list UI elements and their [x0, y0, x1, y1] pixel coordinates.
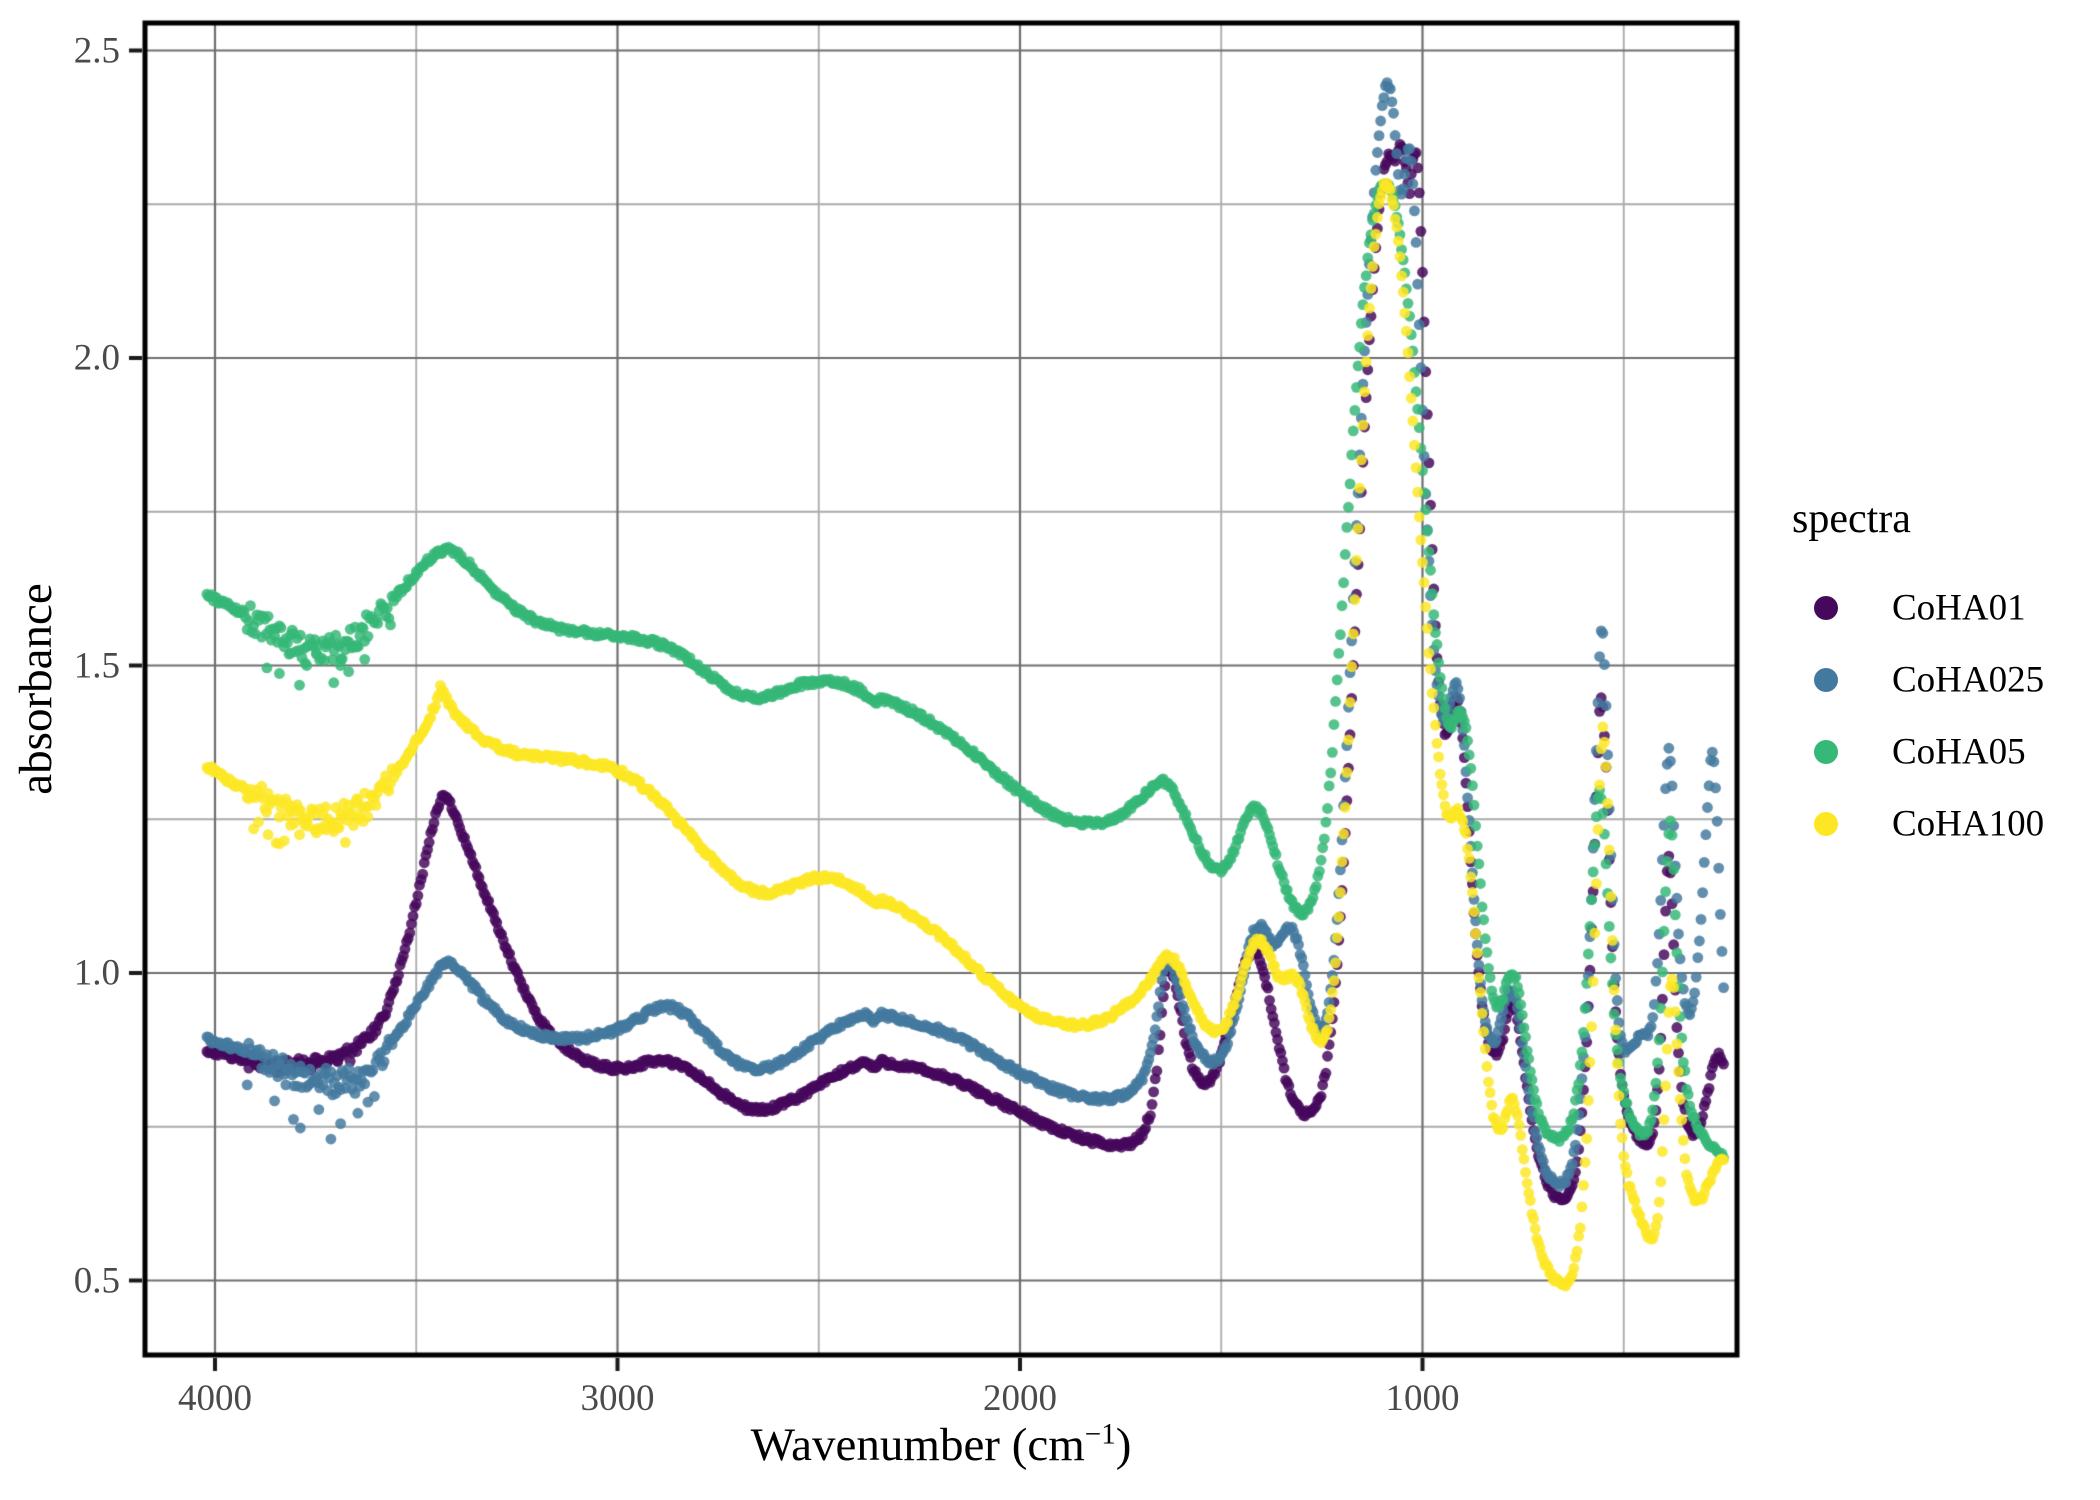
- y-axis-title: absorbance: [10, 583, 62, 795]
- x-tick-label: 1000: [1385, 1378, 1460, 1419]
- x-axis-title: Wavenumber (cm−1): [751, 1418, 1132, 1472]
- y-tick-label: 2.0: [73, 337, 120, 379]
- x-axis-title-superscript: −1: [1084, 1418, 1116, 1451]
- legend-label: CoHA100: [1892, 803, 2045, 845]
- y-tick-label: 1.0: [73, 952, 120, 994]
- legend-item-coha100: CoHA100: [1792, 804, 2092, 844]
- x-tick-label: 3000: [580, 1378, 655, 1419]
- legend: spectra CoHA01 CoHA025 CoHA05 CoHA100: [1792, 496, 2092, 843]
- legend-item-coha025: CoHA025: [1792, 660, 2092, 700]
- legend-point-icon: [1814, 596, 1838, 620]
- y-tick-label: 0.5: [73, 1260, 120, 1301]
- x-axis-title-suffix: ): [1115, 1419, 1132, 1471]
- x-tick-label: 4000: [178, 1378, 252, 1419]
- x-axis-title-text: Wavenumber (cm: [750, 1419, 1085, 1471]
- legend-item-coha05: CoHA05: [1792, 732, 2092, 772]
- y-tick-label: 1.5: [73, 645, 120, 686]
- y-tick-label: 2.5: [73, 30, 120, 71]
- legend-label: CoHA05: [1892, 731, 2026, 773]
- legend-title: spectra: [1792, 496, 1911, 542]
- legend-label: CoHA01: [1892, 587, 2026, 629]
- x-tick-label: 2000: [983, 1378, 1057, 1419]
- legend-point-icon: [1814, 812, 1838, 836]
- legend-point-icon: [1814, 668, 1838, 692]
- legend-label: CoHA025: [1892, 659, 2045, 701]
- legend-item-coha01: CoHA01: [1792, 588, 2092, 628]
- legend-point-icon: [1814, 740, 1838, 764]
